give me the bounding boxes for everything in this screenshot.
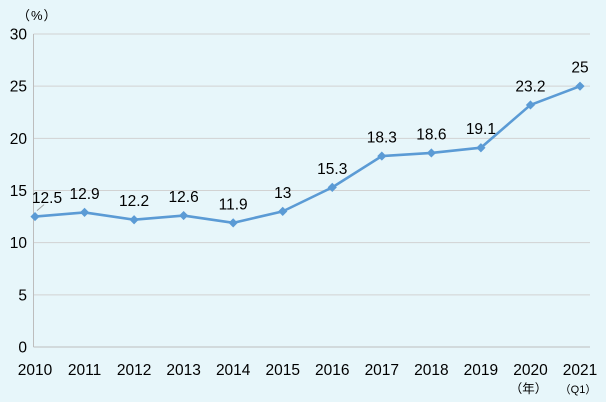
x-tick-label: 2011: [68, 362, 101, 379]
data-label: 25: [571, 60, 588, 77]
data-point-marker: [129, 215, 139, 225]
data-point-marker: [179, 210, 189, 221]
x-tick-label: 2020: [513, 362, 548, 379]
data-point-marker: [575, 81, 585, 91]
data-label: 18.3: [367, 130, 397, 147]
data-label: 19.1: [466, 121, 496, 138]
y-axis-unit-label: （%）: [17, 8, 58, 23]
x-tick-label: 2012: [117, 362, 151, 379]
data-label: 13: [274, 185, 291, 202]
x-tick-label: 2017: [365, 362, 399, 379]
x-tick-label: 2014: [216, 362, 251, 379]
y-tick-label: 30: [10, 27, 28, 44]
series-line: [34, 84, 581, 225]
data-label: 12.6: [169, 189, 199, 206]
data-point-marker: [30, 211, 40, 222]
x-tick-label: 2019: [464, 362, 498, 379]
x-tick-label: 2010: [18, 362, 53, 379]
x-tick-label: 2018: [414, 362, 448, 379]
data-label: 11.9: [219, 196, 248, 213]
data-point-marker: [426, 148, 436, 158]
data-label: 12.9: [69, 186, 99, 203]
y-tick-label: 5: [18, 287, 27, 304]
x-axis-unit-suffix: （年）: [510, 382, 548, 396]
y-tick-label: 0: [18, 340, 27, 357]
data-point-marker: [525, 100, 536, 110]
x-tick-label: 2013: [166, 362, 200, 379]
data-label: 15.3: [317, 161, 347, 178]
data-point-marker: [377, 151, 387, 161]
data-label-leader-line: [36, 204, 45, 211]
x-axis-quarter-suffix: （Q1）: [560, 383, 597, 396]
x-tick-label: 2015: [265, 362, 299, 379]
data-label: 12.2: [119, 193, 149, 210]
x-tick-label: 2016: [315, 362, 349, 379]
data-point-marker: [476, 143, 486, 153]
y-tick-label: 25: [10, 79, 27, 96]
data-label: 12.5: [32, 190, 62, 207]
y-tick-label: 10: [10, 235, 28, 252]
data-point-marker: [327, 182, 337, 192]
y-tick-label: 15: [10, 183, 27, 200]
x-tick-label: 2021: [563, 362, 597, 379]
data-label: 18.6: [416, 126, 446, 143]
data-point-marker: [79, 207, 90, 218]
data-point-marker: [278, 206, 288, 216]
y-tick-label: 20: [10, 131, 28, 148]
data-label: 23.2: [515, 78, 545, 95]
data-point-marker: [228, 218, 238, 228]
